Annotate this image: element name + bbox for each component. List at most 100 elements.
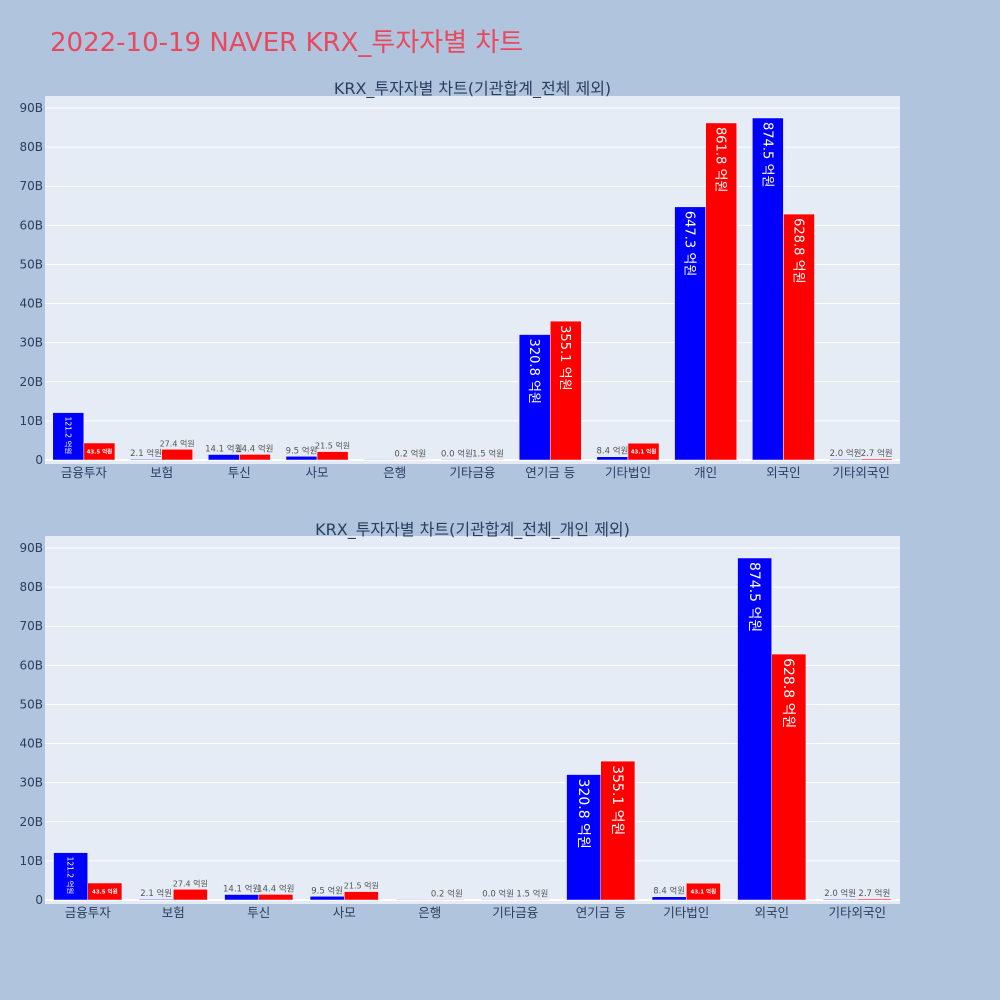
sell-bar[interactable]	[239, 454, 271, 461]
y-tick-label: 10B	[19, 414, 43, 428]
y-tick-label: 20B	[19, 375, 43, 389]
sell-bar[interactable]	[860, 458, 893, 461]
chart-title: KRX_투자자별 차트(기관합계_전체_개인 제외)	[315, 520, 630, 540]
x-tick-label: 연기금 등	[576, 905, 626, 920]
x-tick-label: 외국인	[754, 905, 789, 920]
bar-value-label: 355.1 억원	[557, 325, 572, 391]
y-tick-label: 40B	[19, 297, 43, 311]
sell-bar[interactable]	[600, 760, 636, 901]
buy-bar[interactable]	[52, 412, 85, 461]
sell-bar[interactable]	[686, 882, 721, 901]
bar-value-label: 43.5 억원	[92, 887, 118, 895]
bar-value-label: 0.2 억원	[394, 448, 426, 459]
sell-bar[interactable]	[783, 213, 815, 461]
bar-value-label: 121.2 억원	[66, 857, 75, 895]
buy-bar[interactable]	[566, 774, 601, 901]
buy-bar[interactable]	[207, 454, 240, 461]
buy-bar[interactable]	[138, 898, 174, 901]
y-tick-label: 80B	[19, 140, 43, 154]
y-tick-label: 90B	[19, 101, 43, 115]
sell-bar[interactable]	[705, 122, 738, 461]
buy-bar[interactable]	[651, 896, 687, 901]
x-tick-label: 사모	[306, 465, 329, 480]
bar-value-label: 0.0 억원	[482, 888, 514, 899]
sell-bar[interactable]	[549, 320, 582, 461]
x-tick-label: 보험	[162, 905, 185, 920]
buy-bar[interactable]	[363, 459, 396, 461]
x-tick-label: 금융투자	[61, 465, 108, 480]
bar-value-label: 355.1 억원	[609, 765, 625, 835]
bar-value-label: 2.1 억원	[140, 888, 172, 899]
buy-bar[interactable]	[53, 852, 88, 901]
sell-bar[interactable]	[87, 882, 123, 901]
y-tick-label: 50B	[19, 257, 43, 271]
sell-bar[interactable]	[173, 889, 208, 901]
bar-value-label: 320.8 억원	[526, 339, 541, 405]
sell-bar[interactable]	[161, 449, 193, 461]
y-tick-label: 30B	[19, 336, 43, 350]
x-tick-label: 은행	[418, 905, 441, 920]
sell-bar[interactable]	[258, 894, 294, 901]
x-tick-label: 기타외국인	[832, 465, 890, 480]
y-tick-label: 80B	[19, 580, 43, 594]
x-tick-label: 외국인	[766, 465, 801, 480]
sell-bar[interactable]	[627, 442, 660, 461]
bar-value-label: 14.1 억원	[223, 883, 260, 894]
sell-bar[interactable]	[344, 891, 379, 901]
bar-value-label: 9.5 억원	[286, 445, 318, 456]
bar-value-label: 14.1 억원	[205, 443, 242, 454]
bar-value-label: 8.4 억원	[596, 446, 628, 457]
bar-value-label: 874.5 억원	[759, 122, 774, 188]
buy-bar[interactable]	[822, 898, 858, 901]
buy-bar[interactable]	[737, 557, 772, 901]
buy-bar[interactable]	[441, 459, 473, 461]
y-tick-label: 0	[35, 453, 43, 467]
x-tick-label: 기타금융	[492, 905, 538, 920]
sell-bar[interactable]	[429, 899, 465, 901]
y-tick-label: 60B	[19, 218, 43, 232]
bar-value-label: 647.3 억원	[682, 211, 697, 277]
bar-value-label: 43.1 억원	[691, 888, 717, 896]
bar-value-label: 2.0 억원	[824, 888, 856, 899]
bar-value-label: 121.2 억원	[63, 417, 72, 455]
y-tick-label: 10B	[19, 854, 43, 868]
y-tick-label: 90B	[19, 541, 43, 555]
buy-bar[interactable]	[518, 334, 551, 461]
buy-bar[interactable]	[309, 896, 345, 901]
main-title: 2022-10-19 NAVER KRX_투자자별 차트	[50, 28, 524, 58]
sell-bar[interactable]	[83, 442, 116, 461]
x-tick-label: 투신	[228, 465, 251, 480]
y-tick-label: 40B	[19, 737, 43, 751]
bar-value-label: 2.7 억원	[858, 888, 890, 899]
sell-bar[interactable]	[771, 653, 807, 901]
buy-bar[interactable]	[224, 894, 260, 901]
bar-value-label: 320.8 억원	[575, 779, 591, 849]
y-tick-label: 70B	[19, 619, 43, 633]
y-tick-label: 0	[35, 893, 43, 907]
bar-value-label: 2.1 억원	[130, 448, 162, 459]
buy-bar[interactable]	[752, 117, 784, 461]
bar-value-label: 43.5 억원	[87, 447, 113, 455]
bar-value-label: 21.5 억원	[315, 441, 350, 451]
sell-bar[interactable]	[857, 898, 892, 901]
buy-bar[interactable]	[480, 899, 516, 901]
y-tick-label: 70B	[19, 179, 43, 193]
sell-bar[interactable]	[515, 899, 550, 901]
buy-bar[interactable]	[596, 456, 629, 461]
x-tick-label: 기타금융	[449, 465, 495, 480]
bar-value-label: 27.4 억원	[173, 878, 208, 888]
buy-bar[interactable]	[130, 458, 162, 461]
bar-value-label: 1.5 억원	[472, 448, 504, 459]
buy-bar[interactable]	[395, 899, 430, 901]
y-tick-label: 60B	[19, 658, 43, 672]
sell-bar[interactable]	[472, 459, 504, 461]
sell-bar[interactable]	[316, 451, 349, 461]
buy-bar[interactable]	[285, 456, 318, 461]
buy-bar[interactable]	[829, 458, 862, 461]
x-tick-label: 연기금 등	[525, 465, 575, 480]
bar-value-label: 43.1 억원	[631, 448, 657, 456]
x-tick-label: 은행	[383, 465, 406, 480]
x-tick-label: 금융투자	[65, 905, 112, 920]
sell-bar[interactable]	[394, 459, 427, 461]
